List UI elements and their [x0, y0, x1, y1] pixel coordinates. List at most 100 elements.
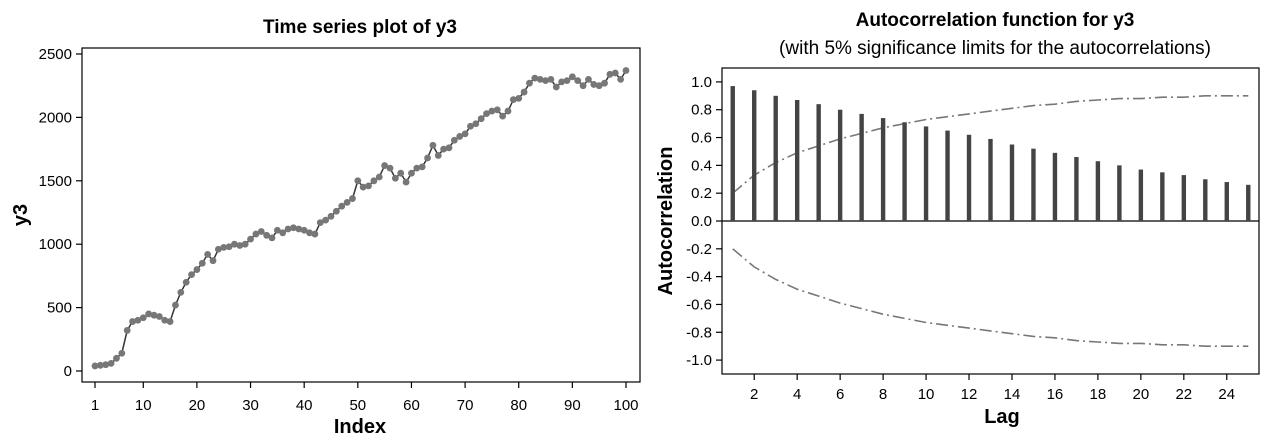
ts-x-tick-label: 80 [510, 397, 527, 414]
ts-x-tick-label: 100 [613, 397, 638, 414]
ts-data-point [155, 313, 163, 320]
acf-bar [1031, 148, 1036, 221]
ts-x-axis: 1 10 20 30 40 50 60 70 80 90 100 [91, 382, 639, 414]
ts-data-point [257, 228, 265, 235]
acf-x-tick-label: 20 [1133, 386, 1150, 403]
ts-data-point [338, 202, 346, 210]
acf-bar [1009, 144, 1015, 221]
ts-data-point [408, 169, 415, 177]
ts-data-point [504, 107, 512, 115]
acf-x-tick-label: 24 [1218, 386, 1235, 403]
ts-data-point [375, 173, 383, 181]
ts-data-point [526, 79, 533, 87]
acf-bar [816, 104, 821, 221]
ts-data-point [214, 245, 222, 253]
ts-data-point [563, 77, 571, 85]
ts-data-point [306, 229, 313, 237]
ts-data-point [595, 82, 603, 90]
ts-data-point [172, 301, 179, 309]
ts-y-axis: 0 500 1000 1500 2000 2500 [39, 46, 82, 380]
ts-y-tick-label: 1500 [39, 173, 72, 190]
ts-data-point [118, 349, 126, 357]
ts-data-point [343, 198, 351, 206]
ts-y-tick-label: 2500 [39, 46, 72, 63]
ts-data-point [515, 94, 523, 102]
acf-bar [988, 138, 993, 221]
acf-bar [1203, 179, 1208, 221]
ts-data-point [450, 136, 458, 144]
acf-chart: Autocorrelation function for y3 (with 5%… [655, 10, 1260, 428]
acf-bar [1224, 182, 1229, 221]
ts-data-point [290, 224, 297, 232]
ts-data-point [365, 182, 372, 190]
ts-y-tick-label: 1000 [39, 236, 72, 253]
ts-plot-frame [81, 47, 641, 383]
acf-bar [945, 130, 950, 221]
ts-data-point [574, 77, 582, 85]
ts-data-point [273, 226, 281, 234]
acf-y-tick-label: 0.4 [691, 157, 712, 174]
ts-data-point [472, 120, 480, 128]
ts-data-point [488, 107, 496, 115]
acf-y-tick-label: -0.8 [686, 324, 712, 341]
ts-data-point [418, 163, 426, 171]
ts-y-tick-label: 500 [47, 300, 72, 317]
ts-data-point [391, 174, 399, 182]
ts-data-point [509, 96, 517, 104]
ts-data-point [397, 169, 405, 177]
ts-data-point [542, 77, 549, 85]
ts-data-point [402, 178, 410, 186]
ts-x-tick-label: 50 [349, 397, 366, 414]
acf-bar [1052, 152, 1058, 221]
ts-data-point [96, 361, 104, 369]
acf-y-axis-label: Autocorrelation [655, 147, 677, 296]
ts-x-tick-label: 60 [403, 397, 420, 414]
ts-data-point [300, 226, 308, 234]
ts-data-point [531, 74, 539, 82]
ts-data-point [477, 115, 485, 123]
ts-data-point [134, 316, 142, 324]
acf-bar [1074, 157, 1079, 221]
ts-data-point [568, 73, 576, 81]
ts-data-point [166, 318, 174, 325]
ts-data-point [552, 83, 560, 91]
acf-bar [859, 113, 864, 221]
acf-y-tick-label: 0.8 [691, 102, 712, 119]
ts-data-point [284, 225, 292, 233]
ts-data-point [547, 75, 555, 83]
ts-data-point [493, 106, 501, 114]
acf-y-tick-label: -0.6 [686, 296, 712, 313]
acf-y-tick-label: 0.0 [691, 213, 712, 230]
ts-data-point [107, 359, 115, 367]
ts-data-point [558, 78, 566, 86]
acf-bar [1117, 165, 1122, 221]
ts-data-point [252, 230, 260, 238]
acf-bar [880, 118, 886, 221]
acf-y-tick-label: -1.0 [686, 352, 712, 369]
ts-data-point [220, 243, 228, 251]
acf-bar [752, 90, 757, 221]
ts-x-tick-label: 1 [91, 397, 99, 414]
ts-y-tick-label: 0 [64, 363, 72, 380]
ts-x-tick-label: 40 [296, 397, 313, 414]
ts-data-point [150, 311, 158, 319]
ts-x-tick-label: 30 [242, 397, 259, 414]
acf-x-tick-label: 14 [1004, 386, 1021, 403]
acf-x-axis: 2 4 6 8 10 12 14 16 18 20 22 24 [750, 374, 1235, 403]
acf-bar [794, 99, 800, 221]
ts-data-point [424, 154, 431, 162]
ts-data-point [161, 316, 169, 324]
acf-y-axis: 1.0 0.8 0.6 0.4 0.2 0.0 -0.2 -0.4 -0.6 -0.8 -1.0 [686, 74, 1259, 369]
acf-bar [730, 86, 735, 221]
ts-data-point [536, 75, 544, 83]
ts-data-point [231, 240, 238, 248]
ts-data-point [182, 278, 190, 286]
acf-x-tick-label: 8 [879, 386, 887, 403]
ts-data-point [295, 225, 303, 233]
acf-bar [773, 95, 778, 221]
ts-data-point [413, 164, 421, 172]
ts-data-point [139, 314, 147, 322]
ts-x-tick-label: 70 [457, 397, 474, 414]
acf-y-tick-label: -0.4 [686, 269, 712, 286]
